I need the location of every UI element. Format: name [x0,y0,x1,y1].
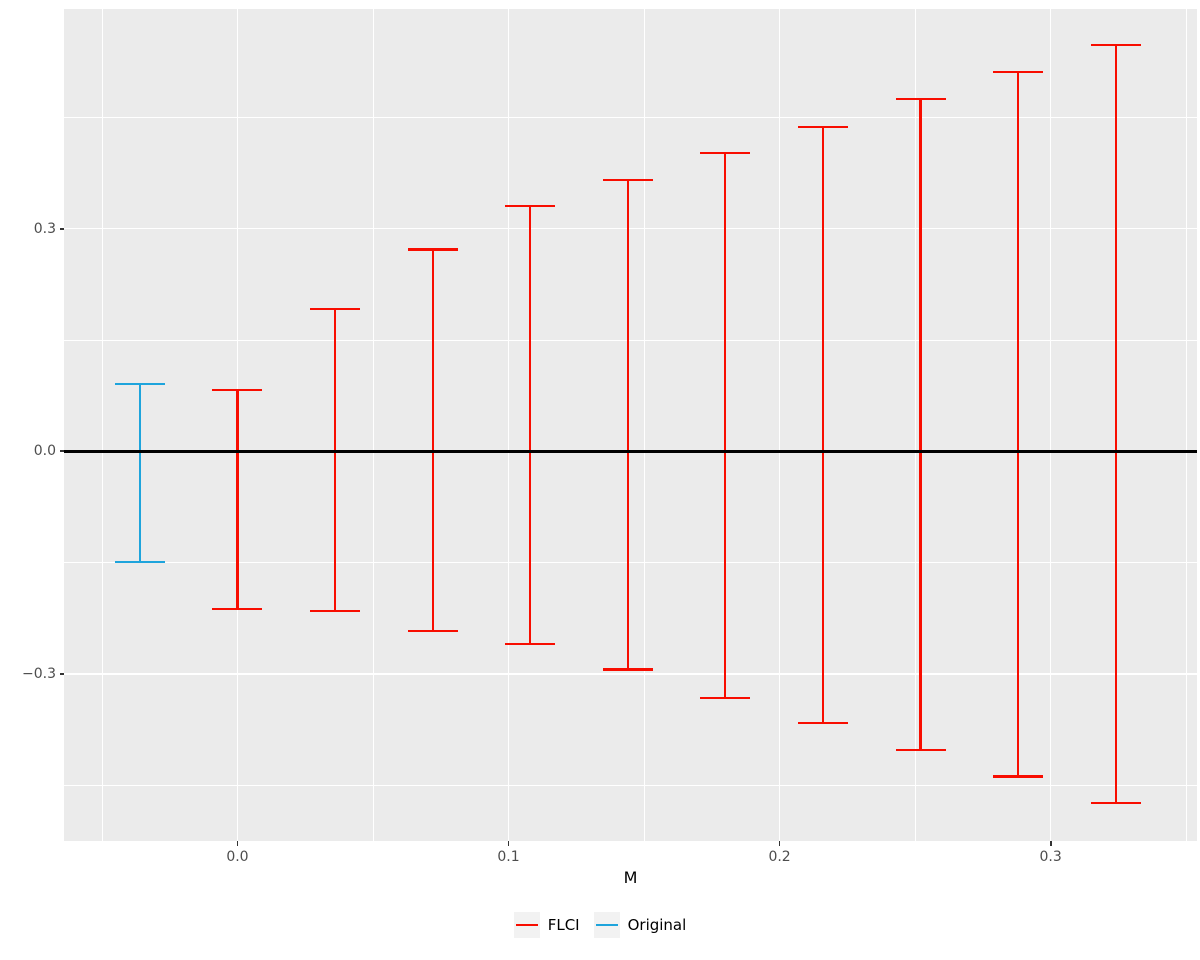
legend: FLCI Original [0,909,1200,941]
x-minor-gridline [914,9,916,841]
error-bar-stem-flci [919,98,922,750]
error-bar-cap-lower-flci [602,668,653,671]
error-bar-cap-lower-original [114,560,165,564]
x-minor-gridline [101,9,103,841]
x-tick-label: 0.3 [1039,849,1062,865]
error-bar-cap-upper-flci [1090,44,1141,47]
error-bar-cap-lower-flci [895,748,946,751]
error-bar-stem-flci [1017,72,1020,777]
y-major-gridline [64,673,1197,675]
zero-reference-line [64,450,1197,453]
y-minor-gridline [64,784,1197,786]
error-bar-cap-lower-flci [505,643,556,646]
legend-label: FLCI [547,916,580,934]
error-bar-cap-upper-flci [993,70,1044,74]
error-bar-cap-lower-flci [407,629,458,633]
error-bar-cap-upper-flci [895,97,946,100]
legend-key-flci [513,912,540,938]
x-minor-gridline [643,9,645,841]
legend-key-line-icon [515,923,538,927]
error-bar-stem-flci [821,127,825,723]
legend-entry-flci: FLCI [513,912,580,938]
error-bar-cap-upper-flci [602,178,653,181]
x-tick-label: 0.1 [497,849,520,865]
y-tick-label: −0.3 [22,666,56,682]
error-bar-cap-upper-flci [700,151,751,155]
error-bar-cap-lower-flci [700,696,751,699]
error-bar-stem-original [138,383,141,562]
x-major-gridline [778,9,781,841]
x-major-gridline [507,9,510,841]
x-axis-title: M [623,868,638,887]
y-tick-label: 0.0 [33,443,56,460]
y-tick-mark [59,227,64,230]
error-bar-cap-lower-flci [212,607,263,610]
legend-entry-original: Original [593,912,687,938]
y-tick-mark [59,673,64,675]
y-tick-mark [59,450,64,453]
x-minor-gridline [1185,9,1187,841]
error-bar-cap-upper-original [114,382,165,385]
x-tick-label: 0.2 [768,849,791,865]
y-minor-gridline [64,116,1197,118]
error-bar-stem-flci [236,389,239,609]
y-tick-label: 0.3 [33,220,56,237]
error-bar-cap-upper-flci [310,307,361,310]
x-tick-mark [507,841,510,846]
x-tick-label: 0.0 [226,849,249,865]
error-bar-cap-upper-flci [505,204,556,207]
legend-label: Original [627,916,687,934]
plot-panel [64,9,1197,841]
error-bar-cap-lower-flci [993,775,1044,778]
legend-key-line-icon [595,923,618,927]
error-bar-stem-flci [626,179,629,670]
x-tick-mark [778,841,781,846]
error-bar-cap-upper-flci [407,248,458,251]
error-bar-cap-upper-flci [212,388,263,391]
error-bar-cap-lower-flci [310,609,361,612]
y-minor-gridline [64,562,1197,564]
error-bar-stem-flci [431,249,434,631]
x-tick-mark [1049,841,1052,846]
error-bar-cap-lower-flci [797,721,848,725]
error-bar-stem-flci [333,308,337,611]
x-major-gridline [1049,9,1052,841]
y-major-gridline [64,227,1197,230]
error-bar-stem-flci [1114,45,1117,804]
x-tick-mark [236,841,239,846]
error-bar-stem-flci [724,152,727,698]
error-bar-cap-lower-flci [1090,802,1141,805]
x-minor-gridline [372,9,374,841]
error-bar-stem-flci [529,205,532,645]
legend-key-original [593,912,620,938]
error-bar-cap-upper-flci [797,125,848,129]
y-minor-gridline [64,339,1197,341]
